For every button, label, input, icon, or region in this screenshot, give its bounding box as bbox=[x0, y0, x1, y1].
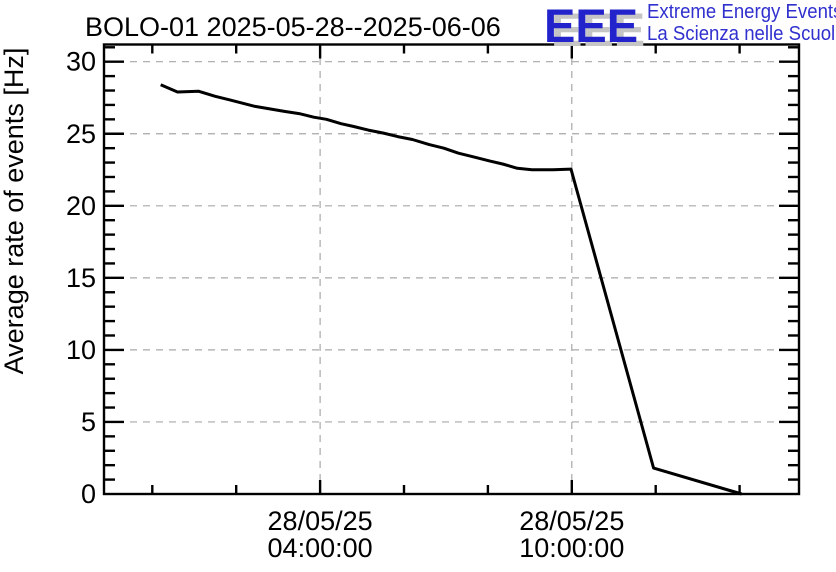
data-line bbox=[160, 83, 743, 496]
eee-logo: EEE Extreme Energy Events La Scienza nel… bbox=[544, 0, 836, 52]
eee-logo-tagline: Extreme Energy Events La Scienza nelle S… bbox=[647, 1, 836, 45]
y-tick-label: 15 bbox=[66, 263, 96, 293]
y-tick-label: 10 bbox=[66, 335, 96, 365]
x-tick-label-time: 04:00:00 bbox=[268, 533, 373, 563]
page-title: BOLO-01 2025-05-28--2025-06-06 bbox=[85, 12, 501, 42]
y-tick-label: 5 bbox=[81, 407, 96, 437]
y-tick-label: 20 bbox=[66, 191, 96, 221]
eee-logo-acronym: EEE bbox=[544, 0, 639, 52]
x-tick-label-time: 10:00:00 bbox=[519, 533, 624, 563]
x-tick-label-date: 28/05/25 bbox=[519, 506, 624, 536]
eee-logo-tagline-line2: La Scienza nelle Scuole bbox=[647, 22, 836, 45]
y-tick-label: 0 bbox=[81, 479, 96, 509]
y-axis-title: Average rate of events [Hz] bbox=[0, 48, 29, 375]
y-tick-label: 25 bbox=[66, 119, 96, 149]
eee-logo-tagline-line1: Extreme Energy Events bbox=[647, 1, 836, 23]
y-tick-label: 30 bbox=[66, 47, 96, 77]
x-tick-label-date: 28/05/25 bbox=[268, 506, 373, 536]
plot-frame bbox=[102, 43, 801, 496]
